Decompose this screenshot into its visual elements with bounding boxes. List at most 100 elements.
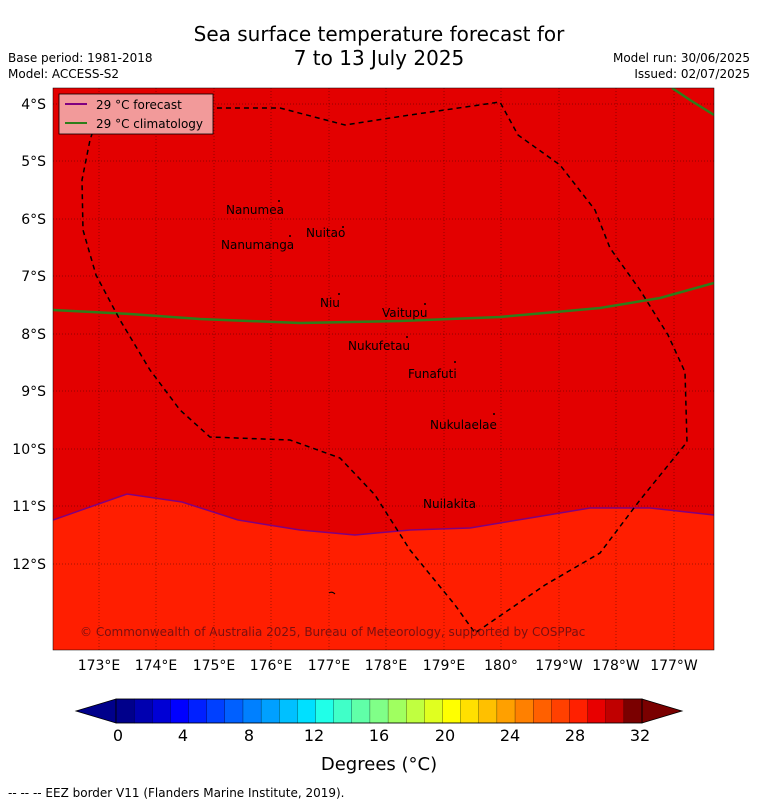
colorbar-segment — [460, 698, 480, 724]
colorbar-segment — [133, 698, 153, 724]
lat-label: 10°S — [12, 442, 46, 458]
island-marker — [278, 200, 280, 202]
lon-label: 173°E — [78, 658, 121, 674]
climatology-29c-isotherm — [53, 281, 714, 325]
legend-climatology-label: 29 °C climatology — [96, 117, 203, 131]
colorbar-segment — [351, 698, 371, 724]
model-run: Model run: 30/06/2025 — [612, 51, 750, 65]
lat-label: 9°S — [21, 384, 46, 400]
lat-label: 8°S — [21, 327, 46, 343]
colorbar-tick: 20 — [435, 726, 455, 745]
colorbar-tick: 0 — [113, 726, 123, 745]
colorbar-segment — [514, 698, 534, 724]
colorbar-tick: 12 — [304, 726, 324, 745]
lon-label: 175°E — [193, 658, 236, 674]
colorbar-segment — [315, 698, 335, 724]
eez-border — [81, 101, 688, 635]
lon-label: 180° — [484, 658, 518, 674]
lat-label: 11°S — [12, 499, 46, 515]
island-nukufetau: Nukufetau — [348, 339, 410, 353]
base-period: Base period: 1981-2018 — [8, 51, 153, 65]
lon-label: 179°W — [535, 658, 583, 674]
colorbar-segment — [623, 698, 643, 724]
lat-label: 6°S — [21, 212, 46, 228]
colorbar-high-extension — [641, 698, 684, 724]
grid-lines — [53, 88, 714, 650]
island-niu: Niu — [320, 296, 340, 310]
climatology-29c-isotherm-ne — [671, 88, 714, 117]
colorbar-segment — [188, 698, 208, 724]
island-marker — [454, 361, 456, 363]
colorbar-segment — [279, 698, 299, 724]
lon-label: 179°E — [423, 658, 466, 674]
colorbar-tick: 24 — [500, 726, 520, 745]
lat-label: 12°S — [12, 557, 46, 573]
colorbar-segment — [387, 698, 407, 724]
colorbar-segment — [224, 698, 244, 724]
colorbar-segment — [297, 698, 317, 724]
island-nuitao: Nuitao — [306, 226, 345, 240]
island-marker — [342, 226, 344, 228]
colorbar-tick: 4 — [178, 726, 188, 745]
lon-label: 177°E — [308, 658, 351, 674]
map-title-line2: 7 to 13 July 2025 — [293, 46, 465, 70]
legend-forecast-label: 29 °C forecast — [96, 98, 182, 112]
colorbar-segment — [587, 698, 607, 724]
latitude-labels: 4°S 5°S 6°S 7°S 8°S 9°S 10°S 11°S 12°S — [12, 97, 46, 573]
colorbar-segment — [115, 698, 135, 724]
colorbar-tick: 16 — [369, 726, 389, 745]
cooler-sst-region — [53, 494, 714, 650]
colorbar-segment — [551, 698, 571, 724]
island-nukulaelae: Nukulaelae — [430, 418, 497, 432]
issued-date: Issued: 02/07/2025 — [634, 67, 750, 81]
colorbar-segment — [242, 698, 262, 724]
island-funafuti: Funafuti — [408, 367, 457, 381]
model-name: Model: ACCESS-S2 — [8, 67, 120, 81]
colorbar-segment — [152, 698, 172, 724]
colorbar-segment — [478, 698, 498, 724]
colorbar-tick: 28 — [565, 726, 585, 745]
island-nuilakita: Nuilakita — [423, 497, 476, 511]
lon-label: 177°W — [650, 658, 698, 674]
colorbar-segment — [170, 698, 190, 724]
lon-label: 178°E — [365, 658, 408, 674]
map-legend: 29 °C forecast 29 °C climatology — [58, 93, 214, 135]
island-marker — [338, 293, 340, 295]
colorbar-segment — [442, 698, 462, 724]
island-marker — [289, 235, 291, 237]
island-marker — [424, 303, 426, 305]
colorbar-segment — [569, 698, 589, 724]
lon-label: 178°W — [592, 658, 640, 674]
lon-label: 174°E — [135, 658, 178, 674]
island-labels: Nanumea Nuitao Nanumanga Niu Vaitupu Nuk… — [221, 203, 497, 511]
copyright-watermark: © Commonwealth of Australia 2025, Bureau… — [80, 625, 585, 639]
colorbar-segment — [424, 698, 444, 724]
island-nanumanga: Nanumanga — [221, 238, 294, 252]
colorbar-segment — [605, 698, 625, 724]
colorbar-low-extension — [74, 698, 117, 724]
forecast-29c-isotherm — [53, 493, 714, 536]
lat-label: 4°S — [21, 97, 46, 113]
map-frame — [52, 87, 715, 651]
legend-box — [58, 93, 214, 135]
island-vaitupu: Vaitupu — [382, 306, 428, 320]
longitude-labels: 173°E 174°E 175°E 176°E 177°E 178°E 179°… — [78, 658, 698, 674]
colorbar-frame — [115, 698, 643, 724]
lat-label: 7°S — [21, 269, 46, 285]
sst-field: Nanumea Nuitao Nanumanga Niu Vaitupu Nuk… — [53, 88, 714, 650]
colorbar-segment — [533, 698, 552, 724]
colorbar: 0 4 8 12 16 20 24 28 32 Degrees (°C) — [74, 698, 684, 775]
island-shape — [328, 591, 336, 595]
colorbar-tick: 32 — [630, 726, 650, 745]
colorbar-tick-labels: 0 4 8 12 16 20 24 28 32 — [113, 726, 650, 745]
colorbar-segment — [496, 698, 516, 724]
colorbar-segment — [206, 698, 226, 724]
colorbar-segment — [333, 698, 353, 724]
colorbar-label: Degrees (°C) — [321, 754, 437, 775]
eez-footnote: -- -- -- EEZ border V11 (Flanders Marine… — [8, 786, 345, 800]
colorbar-segment — [369, 698, 389, 724]
island-marker — [406, 336, 408, 338]
colorbar-segment — [260, 698, 280, 724]
colorbar-segments — [115, 698, 643, 724]
